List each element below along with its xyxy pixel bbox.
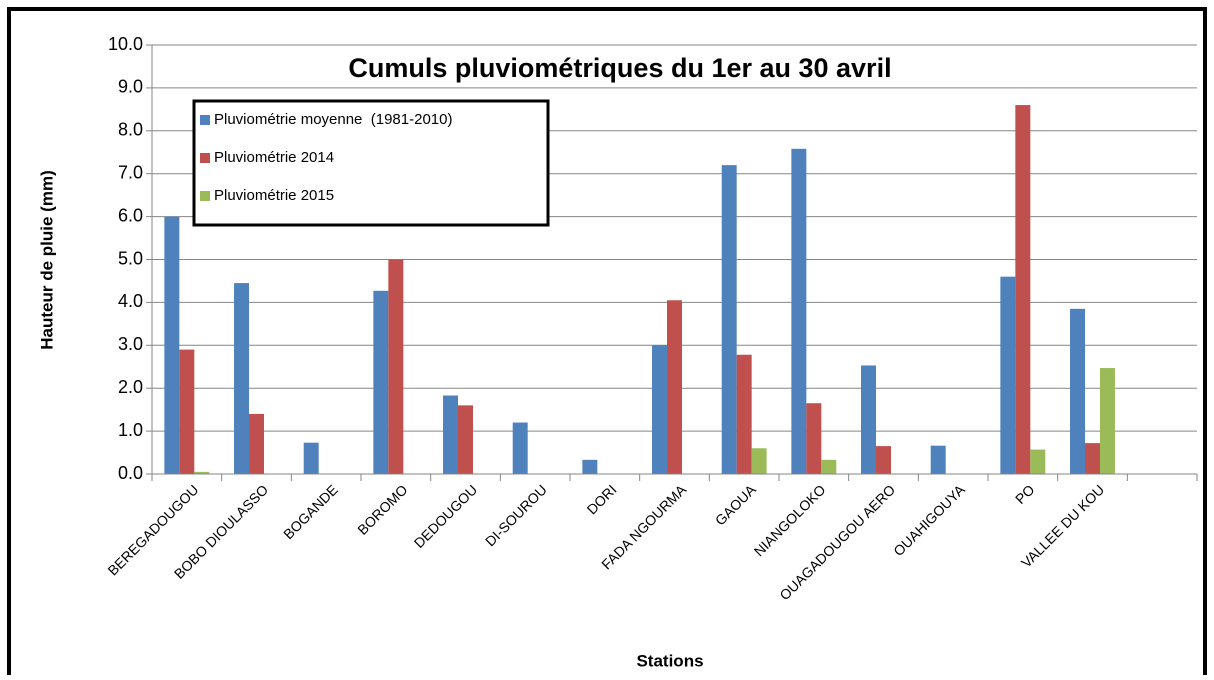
y-tick-label: 10.0 [108, 34, 143, 54]
y-tick-label: 5.0 [118, 248, 143, 268]
bar [1000, 276, 1016, 474]
bar [1070, 308, 1086, 474]
bar [751, 448, 767, 474]
y-tick-label: 0.0 [118, 463, 143, 483]
y-tick-label: 1.0 [118, 420, 143, 440]
bar [876, 446, 891, 474]
bar [234, 283, 250, 474]
bar [736, 354, 752, 474]
bar [791, 148, 807, 474]
legend-swatch [200, 115, 210, 125]
legend-swatch [200, 153, 210, 163]
bar [1030, 449, 1046, 474]
y-tick-label: 3.0 [118, 334, 143, 354]
bar [388, 259, 404, 474]
x-axis-label: Stations [636, 651, 703, 670]
bar [806, 403, 822, 474]
bar [1085, 443, 1100, 474]
y-tick-label: 9.0 [118, 77, 143, 97]
bar [194, 471, 210, 474]
y-tick-label: 6.0 [118, 205, 143, 225]
y-tick-label: 4.0 [118, 291, 143, 311]
y-tick-label: 8.0 [118, 120, 143, 140]
legend-swatch [200, 191, 210, 201]
bar [930, 445, 946, 474]
bar [303, 442, 319, 474]
bar [164, 216, 180, 474]
legend-label: Pluviométrie 2015 [214, 187, 334, 204]
chart-title: Cumuls pluviométriques du 1er au 30 avri… [348, 53, 891, 83]
bar [721, 165, 737, 474]
bar [1015, 105, 1031, 474]
bar [443, 395, 459, 474]
bar [1099, 368, 1115, 474]
legend-label: Pluviométrie moyenne (1981-2010) [214, 111, 452, 128]
bar [512, 422, 528, 474]
legend-box [192, 99, 550, 227]
legend-label: Pluviométrie 2014 [214, 149, 334, 166]
bar [667, 300, 682, 474]
bar [179, 349, 195, 474]
y-tick-label: 7.0 [118, 162, 143, 182]
bar [373, 290, 389, 474]
bar [652, 345, 668, 474]
bar [821, 459, 837, 474]
y-tick-label: 2.0 [118, 377, 143, 397]
bar [249, 413, 264, 474]
bar [861, 365, 877, 474]
bar [582, 459, 598, 474]
bar [458, 405, 473, 474]
legend: Pluviométrie moyenne (1981-2010) Pluviomé… [192, 99, 550, 227]
y-axis-label: Hauteur de pluie (mm) [37, 170, 56, 349]
